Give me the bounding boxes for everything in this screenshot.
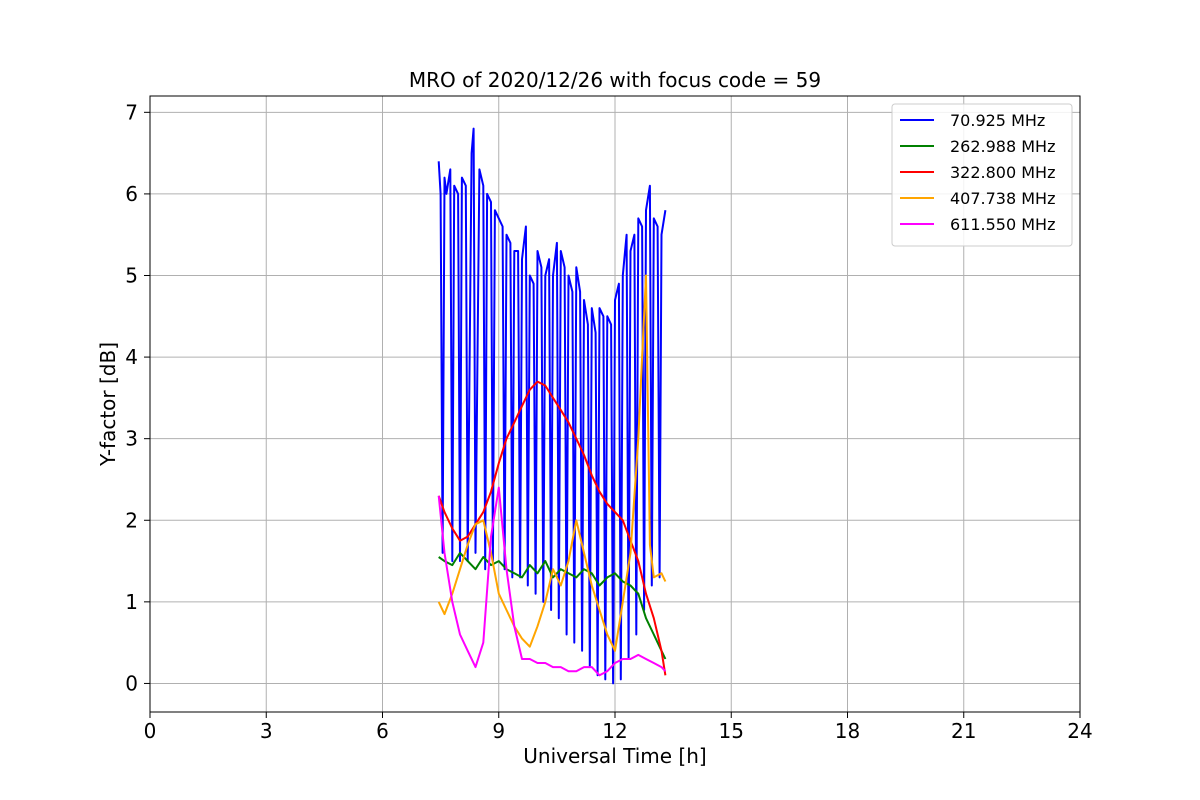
y-tick-label: 2 — [125, 508, 138, 532]
legend: 70.925 MHz 262.988 MHz 322.800 MHz 407.738 … — [891, 103, 1073, 247]
x-tick-label: 6 — [376, 719, 389, 743]
y-tick-label: 6 — [125, 182, 138, 206]
y-tick-label: 7 — [125, 100, 138, 124]
y-tick-label: 0 — [125, 671, 138, 695]
y-tick-label: 4 — [125, 345, 138, 369]
x-tick-label: 0 — [144, 719, 157, 743]
x-axis-label: Universal Time [h] — [523, 744, 706, 768]
legend-label: 322.800 MHz — [950, 163, 1055, 182]
legend-label: 611.550 MHz — [950, 215, 1055, 234]
y-tick-label: 1 — [125, 590, 138, 614]
series-layer — [437, 127, 667, 685]
series-line-4 — [437, 486, 667, 677]
x-tick-label: 3 — [260, 719, 273, 743]
legend-label: 262.988 MHz — [950, 137, 1055, 156]
x-tick-label: 24 — [1067, 719, 1092, 743]
legend-label: 407.738 MHz — [950, 189, 1055, 208]
chart-title: MRO of 2020/12/26 with focus code = 59 — [409, 68, 821, 92]
x-tick-label: 12 — [602, 719, 627, 743]
y-tick-label: 5 — [125, 263, 138, 287]
legend-box — [891, 103, 1073, 247]
x-tick-label: 9 — [492, 719, 505, 743]
series-line-3 — [437, 274, 667, 652]
y-tick-label: 3 — [125, 427, 138, 451]
x-tick-label: 21 — [951, 719, 976, 743]
y-axis-label: Y-factor [dB] — [96, 342, 120, 467]
series-line-0 — [437, 127, 667, 685]
x-tick-label: 18 — [835, 719, 860, 743]
series-line-1 — [438, 551, 667, 660]
legend-label: 70.925 MHz — [950, 111, 1045, 130]
x-tick-label: 15 — [719, 719, 744, 743]
